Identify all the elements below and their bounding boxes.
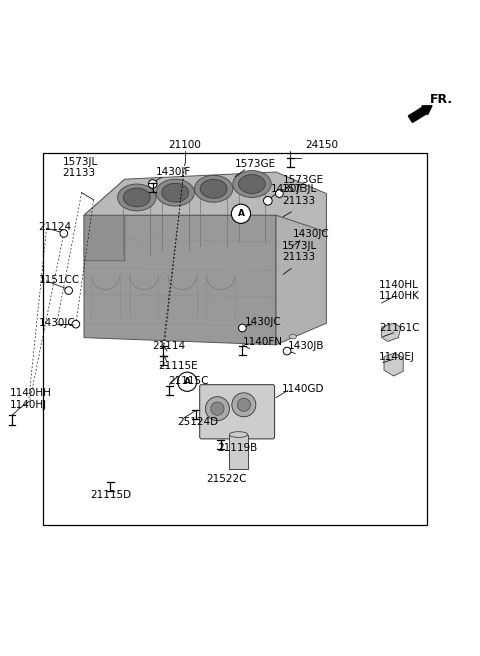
Text: 1430JB: 1430JB (288, 341, 324, 351)
Text: 21161C: 21161C (379, 323, 420, 333)
Circle shape (211, 402, 224, 415)
Circle shape (65, 287, 72, 295)
Circle shape (148, 180, 157, 188)
Polygon shape (382, 323, 401, 341)
Circle shape (239, 324, 246, 332)
Text: 21100: 21100 (168, 140, 201, 150)
Text: 1140HH
1140HJ: 1140HH 1140HJ (10, 388, 51, 409)
Circle shape (264, 197, 272, 205)
Circle shape (232, 393, 256, 417)
Text: 21522C: 21522C (206, 474, 247, 484)
Text: 1140GD: 1140GD (282, 384, 325, 394)
Circle shape (72, 320, 80, 328)
Text: 1140HL
1140HK: 1140HL 1140HK (379, 280, 420, 301)
Circle shape (60, 230, 68, 237)
Polygon shape (84, 172, 326, 232)
Text: 1573GE: 1573GE (283, 175, 324, 185)
Text: 21119B: 21119B (217, 443, 257, 453)
Ellipse shape (289, 335, 297, 338)
Text: 1573JL
21133: 1573JL 21133 (282, 241, 317, 262)
Ellipse shape (229, 432, 248, 438)
Polygon shape (276, 194, 326, 345)
Ellipse shape (123, 188, 150, 207)
Ellipse shape (194, 175, 233, 202)
Ellipse shape (118, 184, 156, 211)
Text: A: A (184, 377, 191, 386)
Text: 21124: 21124 (38, 222, 72, 232)
Polygon shape (384, 353, 403, 376)
Text: A: A (238, 209, 244, 218)
Ellipse shape (156, 179, 194, 206)
Text: 21115D: 21115D (90, 490, 131, 501)
Polygon shape (84, 215, 276, 345)
Circle shape (276, 190, 283, 197)
Ellipse shape (162, 183, 189, 202)
Text: 25124D: 25124D (178, 417, 219, 427)
Bar (229, 434, 248, 469)
Text: FR.: FR. (430, 93, 453, 106)
Circle shape (237, 398, 251, 411)
Circle shape (205, 397, 229, 420)
Circle shape (178, 372, 197, 392)
Text: 1140FN: 1140FN (242, 337, 282, 347)
Text: 1151CC: 1151CC (38, 275, 80, 285)
Text: 1430JC: 1430JC (245, 317, 282, 327)
Ellipse shape (239, 174, 265, 194)
Polygon shape (84, 179, 125, 261)
Text: 21115C: 21115C (168, 376, 208, 386)
Circle shape (231, 204, 251, 223)
Ellipse shape (200, 179, 227, 198)
FancyArrow shape (408, 106, 432, 123)
Text: 1430JF: 1430JF (271, 184, 306, 194)
Text: 21115E: 21115E (158, 361, 198, 371)
Circle shape (283, 347, 291, 355)
Text: 21114: 21114 (153, 341, 186, 351)
Text: 1140EJ: 1140EJ (379, 352, 415, 362)
Ellipse shape (233, 171, 271, 197)
FancyBboxPatch shape (200, 384, 275, 439)
Text: 1430JC: 1430JC (293, 229, 330, 239)
Text: 1430JF: 1430JF (156, 167, 191, 177)
Text: 1430JC: 1430JC (38, 318, 75, 328)
Text: 1573JL
21133: 1573JL 21133 (62, 157, 97, 178)
Text: 1573GE: 1573GE (235, 159, 276, 169)
Text: 24150: 24150 (305, 140, 338, 150)
Bar (43, 153, 427, 525)
Text: 1573JL
21133: 1573JL 21133 (282, 184, 317, 205)
